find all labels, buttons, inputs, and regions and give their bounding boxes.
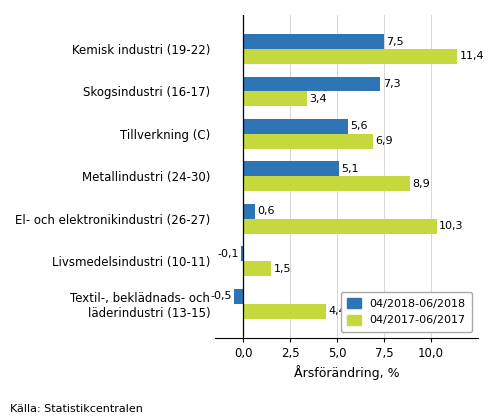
Bar [243, 261, 272, 276]
Text: 5,6: 5,6 [351, 121, 368, 131]
Text: 7,3: 7,3 [383, 79, 400, 89]
Bar [243, 92, 307, 106]
Bar [243, 204, 254, 219]
Text: 7,5: 7,5 [387, 37, 404, 47]
Text: 5,1: 5,1 [341, 164, 359, 174]
Bar [243, 161, 339, 176]
Bar [243, 34, 384, 49]
Text: 11,4: 11,4 [459, 52, 484, 62]
Bar [243, 119, 349, 134]
Legend: 04/2018-06/2018, 04/2017-06/2017: 04/2018-06/2018, 04/2017-06/2017 [341, 292, 472, 332]
Bar [242, 246, 243, 261]
X-axis label: Årsförändring, %: Årsförändring, % [294, 365, 399, 380]
Text: -0,5: -0,5 [210, 291, 232, 301]
Bar [243, 77, 381, 92]
Bar [243, 176, 410, 191]
Bar [243, 134, 373, 149]
Text: 10,3: 10,3 [439, 221, 463, 231]
Text: 3,4: 3,4 [310, 94, 327, 104]
Bar [243, 49, 458, 64]
Text: 8,9: 8,9 [413, 179, 430, 189]
Text: 4,4: 4,4 [328, 306, 346, 316]
Text: 6,9: 6,9 [375, 136, 393, 146]
Bar [243, 304, 326, 319]
Text: 0,6: 0,6 [257, 206, 274, 216]
Bar [243, 219, 437, 234]
Bar [234, 289, 243, 304]
Text: -0,1: -0,1 [217, 249, 239, 259]
Text: Källa: Statistikcentralen: Källa: Statistikcentralen [10, 404, 143, 414]
Text: 1,5: 1,5 [274, 264, 291, 274]
